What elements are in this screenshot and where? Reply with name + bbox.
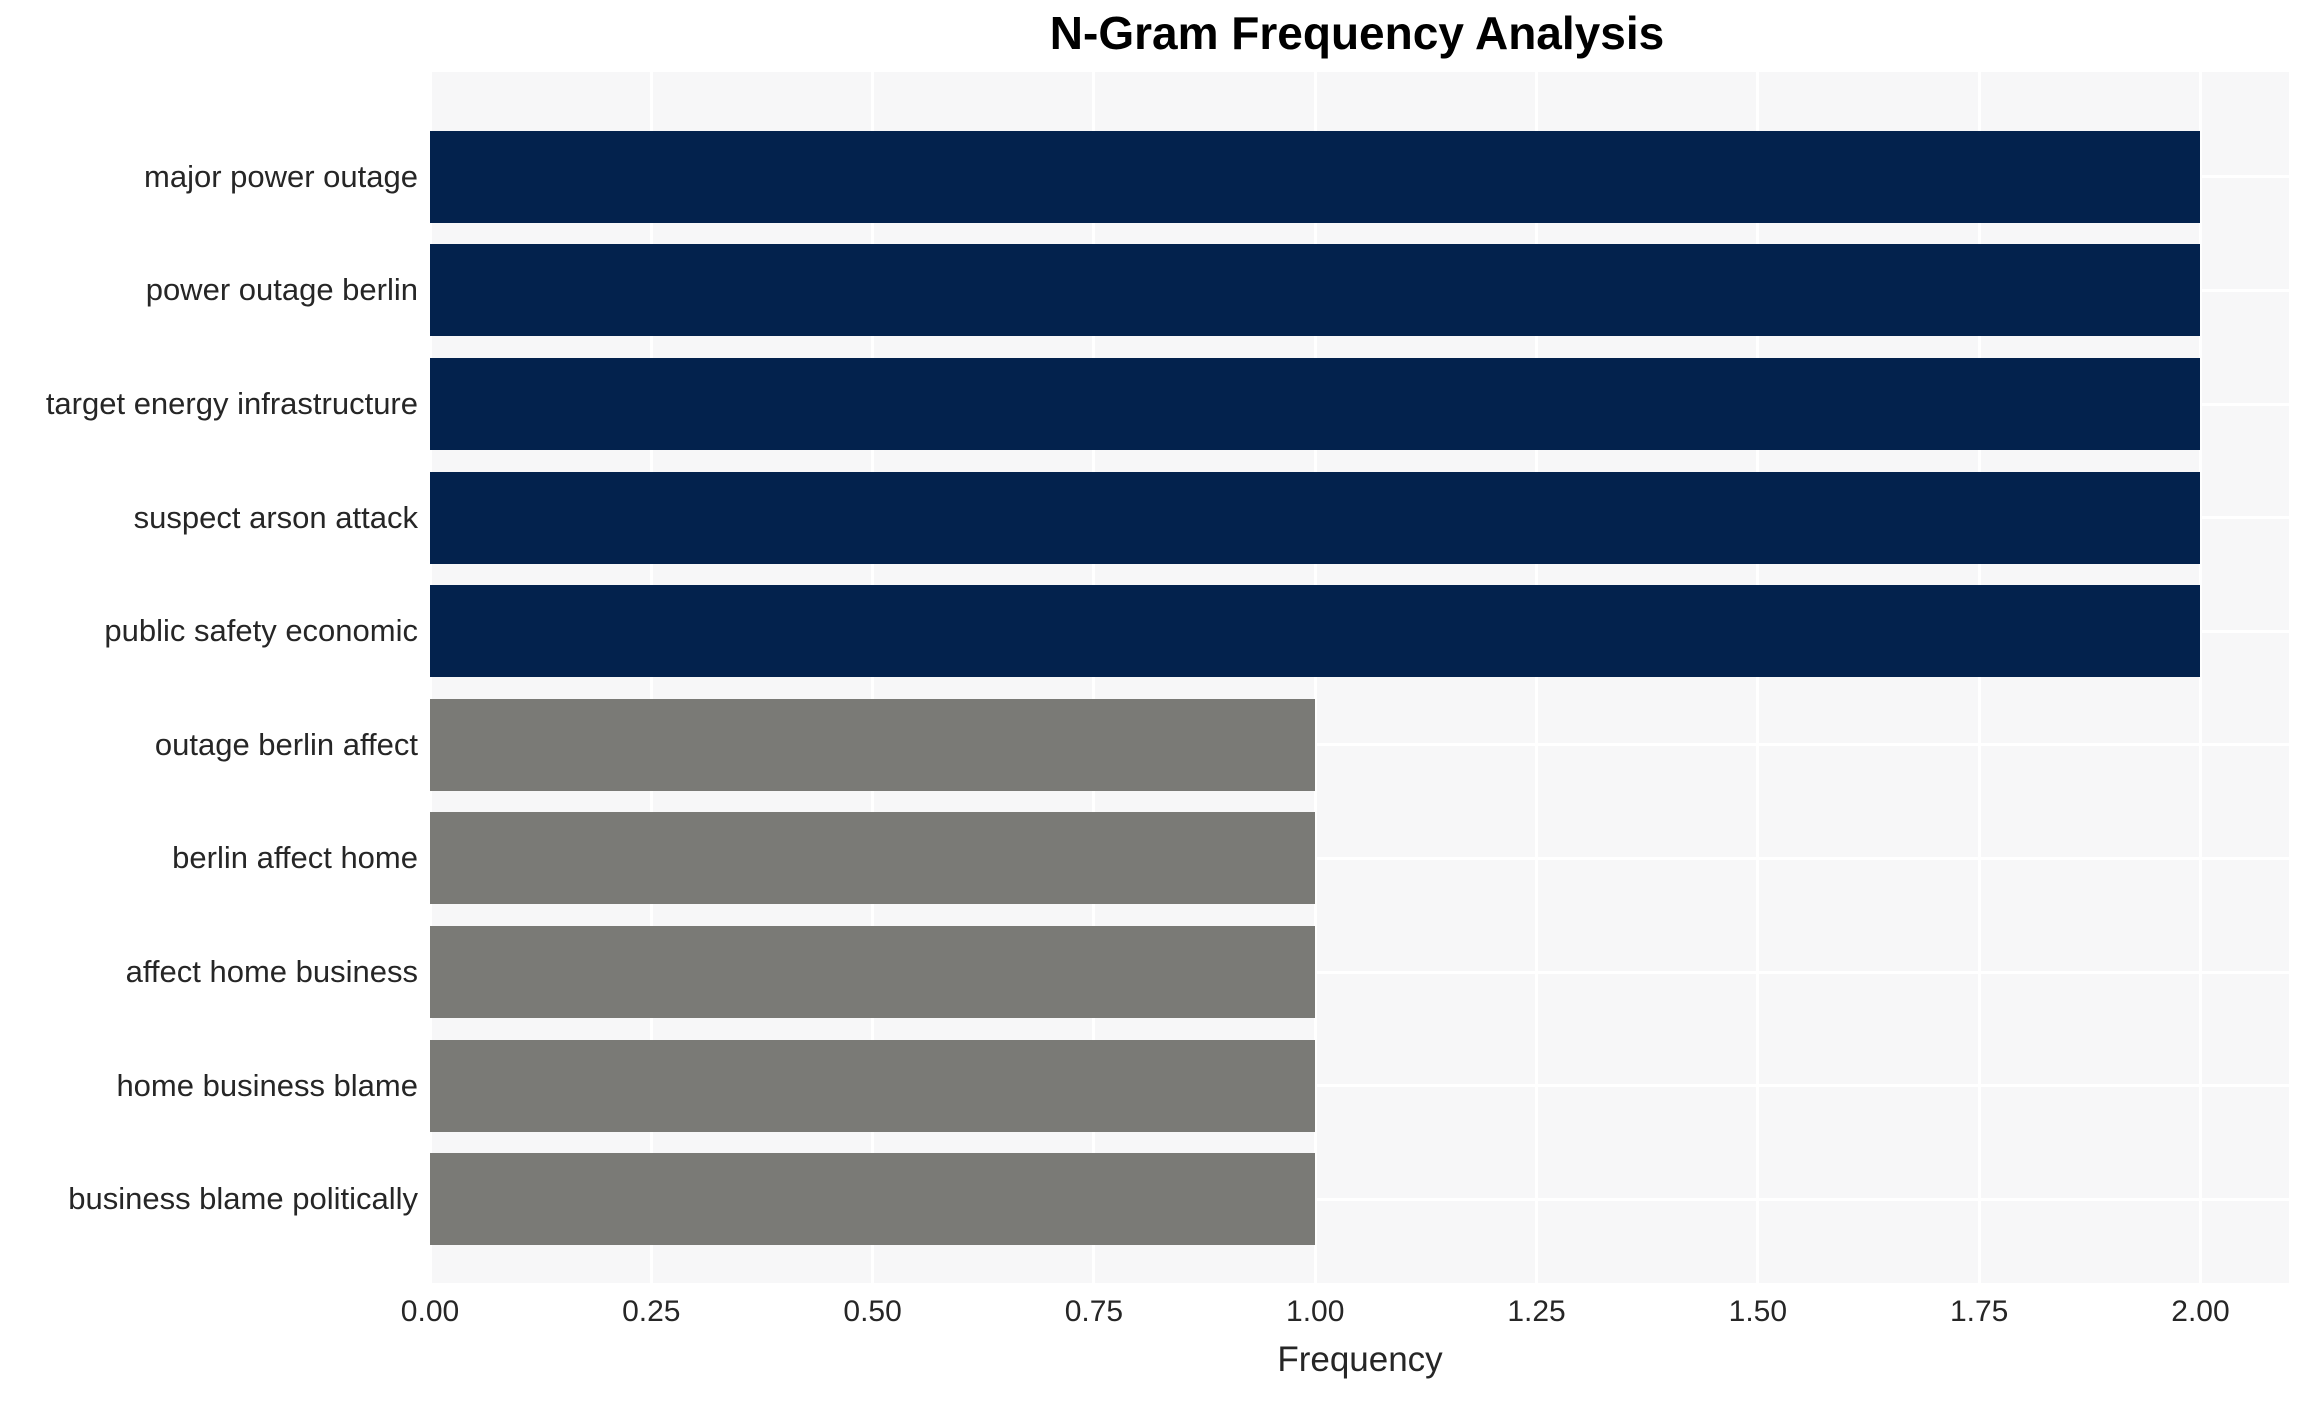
gridline-vertical bbox=[871, 72, 875, 1283]
category-label: business blame politically bbox=[68, 1181, 418, 1217]
bar bbox=[430, 1153, 1316, 1246]
gridline-vertical bbox=[649, 72, 653, 1283]
x-tick-label: 1.00 bbox=[1286, 1295, 1345, 1328]
category-label: outage berlin affect bbox=[154, 726, 418, 762]
gridline-vertical bbox=[1756, 72, 1760, 1283]
gridline-horizontal bbox=[430, 1197, 2289, 1201]
category-label: target energy infrastructure bbox=[45, 386, 418, 421]
plot-area bbox=[428, 72, 2289, 1283]
gridline-vertical bbox=[428, 72, 432, 1283]
bar bbox=[430, 585, 2201, 678]
category-label: major power outage bbox=[144, 158, 418, 194]
x-tick-label: 2.00 bbox=[2171, 1295, 2230, 1328]
bar bbox=[430, 358, 2201, 450]
category-label: public safety economic bbox=[104, 613, 418, 649]
x-tick-label: 1.50 bbox=[1728, 1295, 1788, 1328]
x-tick-label: 0.75 bbox=[1064, 1295, 1124, 1328]
gridline-vertical bbox=[2198, 72, 2202, 1283]
bar bbox=[430, 471, 2201, 564]
x-tick-label: 0.25 bbox=[622, 1295, 681, 1328]
gridline-vertical bbox=[1092, 72, 1096, 1283]
bar bbox=[430, 244, 2201, 337]
x-axis-title: Frequency bbox=[1277, 1340, 1443, 1379]
gridline-horizontal bbox=[430, 970, 2289, 974]
x-tick-label: 1.75 bbox=[1949, 1295, 2009, 1328]
bar bbox=[430, 698, 1316, 791]
category-label: power outage berlin bbox=[145, 272, 418, 308]
category-label: home business blame bbox=[116, 1067, 418, 1103]
gridline-vertical bbox=[1535, 72, 1539, 1283]
bar bbox=[430, 130, 2201, 223]
gridline-vertical bbox=[1977, 72, 1981, 1283]
category-label: suspect arson attack bbox=[133, 499, 418, 535]
x-tick-label: 1.25 bbox=[1507, 1295, 1566, 1328]
bar bbox=[430, 812, 1316, 905]
gridline-horizontal bbox=[430, 743, 2289, 747]
category-label: berlin affect home bbox=[172, 840, 418, 876]
x-tick-label: 0.50 bbox=[843, 1295, 902, 1328]
gridline-horizontal bbox=[430, 856, 2289, 860]
bar bbox=[430, 926, 1316, 1018]
bar bbox=[430, 1039, 1316, 1132]
category-label: affect home business bbox=[125, 954, 418, 989]
x-tick-label: 0.00 bbox=[400, 1295, 460, 1328]
gridline-horizontal bbox=[430, 1084, 2289, 1088]
gridline-vertical bbox=[1313, 72, 1317, 1283]
chart-title: N-Gram Frequency Analysis bbox=[1049, 7, 1665, 59]
